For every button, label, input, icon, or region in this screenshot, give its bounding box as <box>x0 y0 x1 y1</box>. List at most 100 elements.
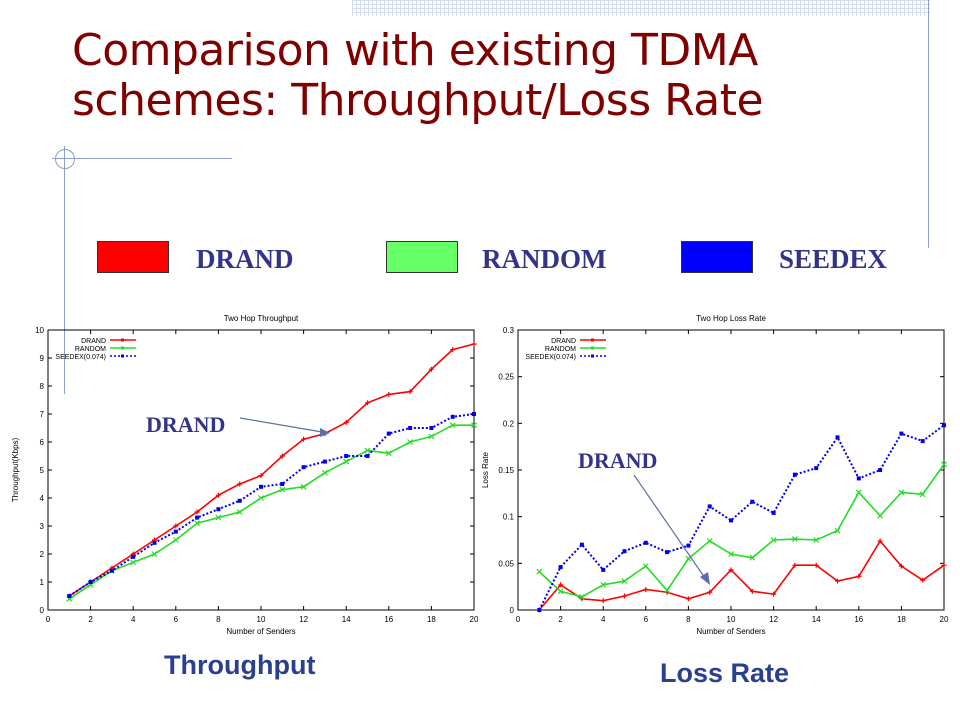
slide-title: Comparison with existing TDMA schemes: T… <box>72 26 912 126</box>
chart-title: Two Hop Loss Rate <box>696 314 766 323</box>
legend-swatch-drand <box>97 241 169 273</box>
x-tick-label: 0 <box>516 615 521 624</box>
data-point <box>877 538 883 544</box>
data-point <box>450 347 456 353</box>
y-tick-label: 9 <box>40 354 45 363</box>
data-point <box>601 567 606 572</box>
chart-title: Two Hop Throughput <box>224 314 299 323</box>
x-tick-label: 18 <box>427 615 436 624</box>
x-tick-label: 20 <box>940 615 949 624</box>
data-point <box>941 461 947 468</box>
x-tick-label: 10 <box>727 615 736 624</box>
data-point <box>622 549 627 554</box>
data-point <box>365 400 370 406</box>
series-line-1 <box>68 424 474 600</box>
data-point <box>750 499 755 504</box>
x-tick-label: 12 <box>769 615 778 624</box>
data-point <box>258 473 264 479</box>
data-point <box>449 422 456 429</box>
data-point <box>665 550 670 555</box>
decorative-horizontal-line <box>52 158 232 159</box>
y-axis-label: Throughput(Kbps) <box>11 437 20 502</box>
data-point <box>279 486 286 493</box>
x-tick-label: 6 <box>174 615 179 624</box>
data-point <box>365 454 370 458</box>
x-tick-label: 4 <box>601 615 606 624</box>
x-tick-label: 14 <box>342 615 351 624</box>
chart-legend-marker <box>121 354 124 358</box>
data-point <box>130 559 137 566</box>
data-point <box>88 580 93 584</box>
data-point <box>642 563 649 570</box>
series-line-1 <box>538 463 945 598</box>
legend-label-random: RANDOM <box>482 244 607 274</box>
data-point <box>109 568 114 573</box>
y-axis-label: Loss Rate <box>481 451 490 488</box>
data-point <box>791 536 798 542</box>
data-point <box>407 439 414 445</box>
data-point <box>834 527 841 534</box>
data-point <box>152 540 157 545</box>
y-tick-label: 0.2 <box>503 419 515 428</box>
y-tick-label: 3 <box>40 522 45 531</box>
data-point <box>856 476 861 481</box>
decorative-left-line <box>64 146 65 394</box>
slide-title-line1: Comparison with existing TDMA <box>72 25 758 76</box>
x-tick-label: 4 <box>131 615 136 624</box>
series-line-0 <box>68 343 475 597</box>
chart-legend-label: DRAND <box>551 338 576 345</box>
y-tick-label: 0.05 <box>498 559 514 568</box>
data-point <box>343 458 350 465</box>
data-point <box>835 435 840 440</box>
y-tick-label: 0 <box>510 606 515 615</box>
y-tick-label: 10 <box>35 326 44 335</box>
data-point <box>386 431 391 436</box>
data-point <box>215 492 221 498</box>
data-point <box>215 514 222 521</box>
data-point <box>792 472 797 477</box>
data-point <box>195 515 200 520</box>
y-tick-label: 0.25 <box>498 373 514 382</box>
chart-legend-marker <box>121 346 124 350</box>
data-point <box>919 491 926 498</box>
y-tick-label: 8 <box>40 382 45 391</box>
data-point <box>471 422 477 429</box>
data-point <box>301 436 307 442</box>
data-point <box>664 587 671 594</box>
chart-legend-marker <box>591 338 594 342</box>
chart-legend-label: RANDOM <box>75 346 106 353</box>
data-point <box>237 498 242 503</box>
data-point <box>364 447 371 454</box>
data-point <box>300 483 307 490</box>
data-point <box>878 468 883 472</box>
decorative-circle <box>55 149 75 169</box>
caption-throughput: Throughput <box>164 650 316 680</box>
data-point <box>471 341 477 347</box>
data-point <box>622 593 627 599</box>
data-point <box>472 412 476 416</box>
legend-swatch-seedex <box>681 241 753 273</box>
x-tick-label: 18 <box>897 615 906 624</box>
x-tick-label: 8 <box>216 615 221 624</box>
data-point <box>942 423 946 428</box>
data-point <box>686 543 691 548</box>
data-point <box>279 453 285 459</box>
y-tick-label: 0.1 <box>503 513 515 522</box>
chart-legend-label: SEEDEX(0.074) <box>525 354 576 361</box>
x-axis-label: Number of Senders <box>226 627 295 636</box>
data-point <box>301 465 306 470</box>
decorative-vertical-line <box>928 0 929 248</box>
data-point <box>941 562 947 568</box>
y-tick-label: 6 <box>40 438 45 447</box>
data-point <box>344 454 349 458</box>
data-point <box>428 433 435 440</box>
data-point <box>131 554 136 559</box>
data-point <box>237 481 243 487</box>
data-point <box>621 578 628 584</box>
data-point <box>877 512 884 519</box>
series-line-2 <box>538 424 945 611</box>
data-point <box>578 594 585 600</box>
data-point <box>771 591 777 597</box>
data-point <box>899 431 904 436</box>
data-point <box>173 523 179 529</box>
